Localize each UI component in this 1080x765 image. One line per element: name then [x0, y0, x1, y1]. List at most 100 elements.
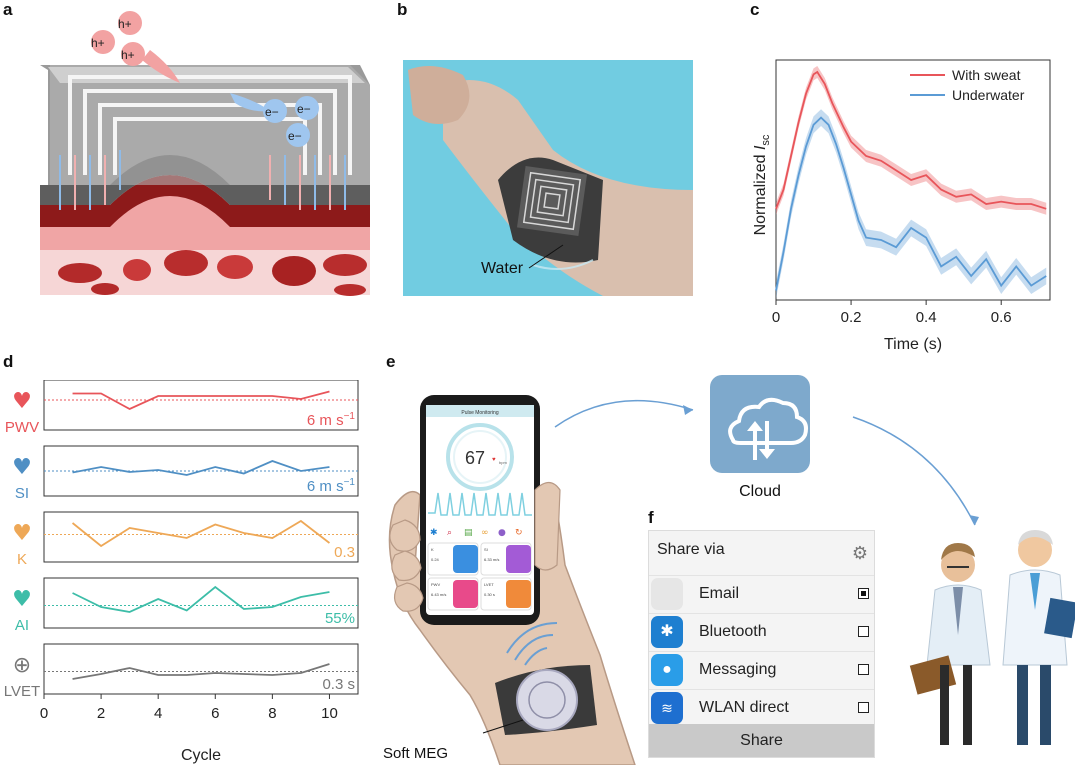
row-unit-sup: −1	[344, 411, 356, 422]
download-arrow	[852, 416, 976, 526]
refresh-icon[interactable]: ↻	[515, 528, 523, 538]
share-option-wlan[interactable]: ≋ WLAN direct	[649, 689, 874, 727]
share-option-checkbox[interactable]	[858, 702, 869, 713]
series-line-lvet	[72, 663, 330, 680]
share-option-checkbox[interactable]	[858, 626, 869, 637]
share-button[interactable]: Share	[649, 724, 874, 757]
row-frame-k	[43, 511, 359, 563]
share-option-label: Messaging	[699, 661, 777, 678]
tile-si-label: SI	[484, 547, 488, 552]
row-unit: 6 m s−1	[307, 477, 356, 495]
series-line-si	[72, 460, 330, 476]
hole-label: h+	[121, 48, 135, 62]
heart-badge-icon: ♥	[12, 521, 32, 546]
cloud-icon	[728, 397, 808, 445]
cloud-tile	[710, 375, 810, 473]
heartbeat-icon: ♥	[12, 455, 32, 480]
panel-letter-b: b	[397, 0, 408, 19]
share-option-email[interactable]: Email	[649, 575, 874, 613]
share-option-checkbox[interactable]	[858, 588, 869, 599]
x-tick-label: 4	[154, 705, 162, 722]
legend-label: With sweat	[952, 67, 1021, 83]
link-icon[interactable]: ∞	[481, 528, 489, 538]
electron-label: e−	[265, 105, 279, 119]
row-frame-lvet	[43, 643, 359, 695]
document-icon[interactable]: ▤	[464, 528, 473, 538]
row-label: SI	[15, 485, 29, 502]
row-label: LVET	[4, 683, 40, 700]
wireless-signal-icon	[506, 622, 558, 666]
panel-letter-f: f	[648, 508, 654, 527]
panel-e-illustration: Pulse Monitoring 67 ♥ bpm ✱ ⌕ ▤ ∞ ● ↻ K …	[383, 375, 1075, 765]
chart-c-xlabel: Time (s)	[884, 336, 942, 353]
x-tick-label: 2	[97, 705, 105, 722]
bluetooth-icon[interactable]: ✱	[430, 528, 438, 538]
share-option-checkbox[interactable]	[858, 664, 869, 675]
tile-pwv-value: 6.43 m/s	[431, 592, 446, 597]
share-sheet-title: Share via	[657, 541, 725, 558]
phone-title: Pulse Monitoring	[461, 410, 498, 416]
row-unit: 55%	[325, 610, 355, 627]
hole-label: h+	[118, 17, 132, 31]
series-line-0	[775, 70, 1047, 210]
chart-c: 0 0.2 0.4 0.6 Time (s) Normalized Isc With …	[752, 59, 1051, 353]
hole-label: h+	[91, 36, 105, 50]
magnifier-icon[interactable]: ⌕	[447, 528, 452, 538]
x-tick-label: 6	[211, 705, 219, 722]
row-label: K	[17, 551, 27, 568]
wlan-icon: ≋	[651, 692, 683, 724]
row-unit: 0.3 s	[322, 676, 355, 693]
electron-label: e−	[297, 102, 311, 116]
series-line-ai	[72, 585, 330, 613]
tile-si-value: 6.33 m/s	[484, 557, 499, 562]
x-tick-label: 0	[40, 705, 48, 722]
gear-icon[interactable]: ⚙	[851, 543, 868, 563]
row-unit-sup: −1	[344, 477, 356, 488]
tile-lvet-value: 0.30 s	[484, 592, 495, 597]
series-band-0	[776, 66, 1047, 215]
chart-c-frame	[775, 59, 1051, 301]
heart-rate-ring	[446, 423, 514, 491]
heart-rate-icon: ♥	[492, 457, 496, 463]
share-option-label: Email	[699, 585, 740, 602]
row-frame-ai	[43, 577, 359, 629]
soft-meg-label: Soft MEG	[383, 745, 448, 762]
doctor-left	[909, 543, 991, 745]
share-option-bluetooth[interactable]: ✱ Bluetooth	[649, 613, 874, 651]
underwater-wrist-photo: Water	[403, 60, 693, 296]
pulse-waveform	[428, 492, 532, 516]
share-option-messaging[interactable]: ● Messaging	[649, 651, 874, 689]
soft-meg-device	[516, 669, 578, 731]
x-tick-label: 8	[268, 705, 276, 722]
series-line-1	[775, 116, 1047, 291]
bluetooth-icon: ✱	[651, 616, 683, 648]
user-icon[interactable]: ●	[498, 528, 506, 538]
chart-d: ♥ PWV 6 m s−1 ♥ SI 6 m s−1 ♥ K 0.3 ♥ AI 55% ⊕ LVET 0.3…	[4, 380, 359, 764]
tile-pwv-label: PWV	[431, 582, 440, 587]
email-icon	[651, 578, 683, 610]
chart-d-xlabel: Cycle	[181, 747, 221, 764]
electron-label: e−	[288, 129, 302, 143]
messaging-icon: ●	[651, 654, 683, 686]
x-tick-label: 0.2	[841, 309, 862, 326]
heart-rate-unit: bpm	[499, 460, 507, 465]
x-tick-label: 0.6	[991, 309, 1012, 326]
doctor-right	[1002, 530, 1075, 745]
skin-device-illustration: h+ h+ h+ e− e− e−	[40, 11, 370, 296]
x-tick-label: 0	[772, 309, 780, 326]
water-label: Water	[481, 260, 524, 277]
row-unit: 0.3	[334, 544, 355, 561]
tile-lvet-label: LVET	[484, 582, 494, 587]
legend-label: Underwater	[952, 87, 1025, 103]
row-label: AI	[15, 617, 29, 634]
row-label: PWV	[5, 419, 39, 436]
chart-c-ylabel-italic: I	[752, 145, 769, 150]
chart-c-ylabel-main: Normalized	[752, 150, 769, 235]
share-option-label: Bluetooth	[699, 623, 767, 640]
panel-letter-a: a	[3, 0, 13, 19]
panel-letter-d: d	[3, 352, 14, 371]
chart-c-ylabel-sub: sc	[760, 134, 772, 146]
panel-letter-e: e	[386, 352, 396, 371]
heart-organ-icon: ♥	[12, 389, 32, 414]
heart-rate-value: 67	[465, 448, 485, 468]
